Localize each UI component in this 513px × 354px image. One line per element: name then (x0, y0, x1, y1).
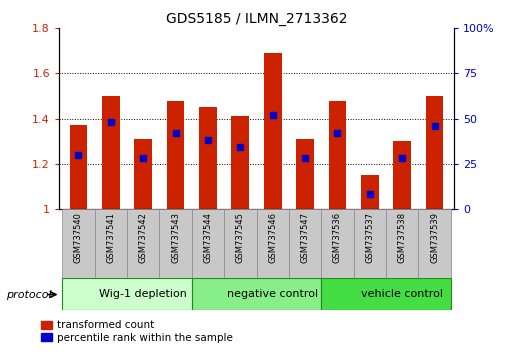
Text: GSM737542: GSM737542 (139, 212, 148, 263)
Text: GSM737538: GSM737538 (398, 212, 407, 263)
Text: vehicle control: vehicle control (361, 289, 443, 299)
Bar (102, 96, 120, 209)
Bar (62, 209, 94, 278)
Text: GSM737539: GSM737539 (430, 212, 439, 263)
Text: GSM737543: GSM737543 (171, 212, 180, 263)
Bar (393, 141, 411, 209)
Text: GSM737547: GSM737547 (301, 212, 309, 263)
Bar (62, 278, 192, 310)
Text: Wig-1 depletion: Wig-1 depletion (99, 289, 187, 299)
Bar (134, 139, 152, 209)
Bar (167, 101, 185, 209)
Bar (127, 209, 160, 278)
Bar (224, 209, 256, 278)
Text: protocol: protocol (6, 290, 52, 299)
Text: GSM737540: GSM737540 (74, 212, 83, 263)
Legend: transformed count, percentile rank within the sample: transformed count, percentile rank withi… (41, 320, 232, 343)
Bar (386, 209, 419, 278)
Bar (419, 209, 451, 278)
Bar (361, 175, 379, 209)
Text: GSM737541: GSM737541 (106, 212, 115, 263)
Bar (264, 53, 282, 209)
Bar (94, 209, 127, 278)
Bar (289, 209, 321, 278)
Bar (321, 209, 353, 278)
Text: negative control: negative control (227, 289, 318, 299)
Text: GSM737537: GSM737537 (365, 212, 374, 263)
Bar (199, 107, 217, 209)
Bar (426, 96, 443, 209)
Bar (353, 209, 386, 278)
Text: GSM737546: GSM737546 (268, 212, 277, 263)
Text: GSM737544: GSM737544 (204, 212, 212, 263)
Bar (231, 116, 249, 209)
Bar (328, 101, 346, 209)
Bar (70, 125, 87, 209)
Bar (296, 139, 314, 209)
Text: GSM737545: GSM737545 (236, 212, 245, 263)
Bar (192, 209, 224, 278)
Text: GDS5185 / ILMN_2713362: GDS5185 / ILMN_2713362 (166, 12, 347, 27)
Bar (321, 278, 451, 310)
Bar (160, 209, 192, 278)
Text: GSM737536: GSM737536 (333, 212, 342, 263)
Bar (192, 278, 321, 310)
Bar (256, 209, 289, 278)
